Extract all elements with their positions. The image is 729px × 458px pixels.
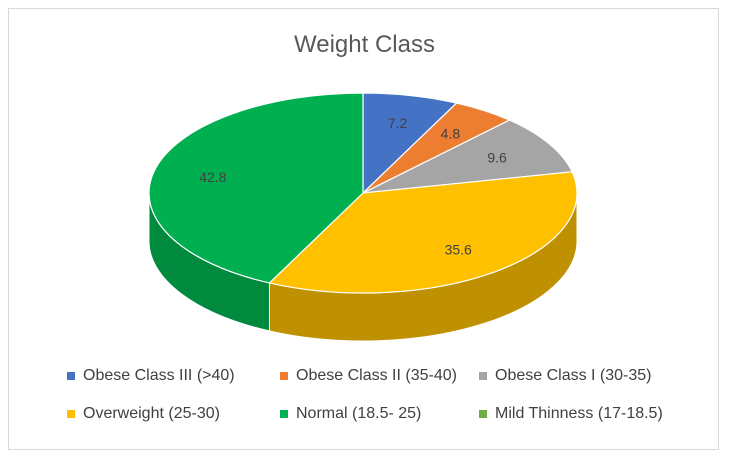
legend-label-0: Obese Class III (>40) [83, 367, 235, 384]
data-label-4: 42.8 [199, 169, 226, 185]
pie-chart: 7.2 4.8 9.6 35.6 42.8 [148, 92, 578, 342]
legend-label-2: Obese Class I (30-35) [495, 367, 652, 384]
legend-swatch-4 [280, 410, 288, 418]
legend-label-1: Obese Class II (35-40) [296, 367, 457, 384]
data-label-2: 9.6 [487, 150, 507, 166]
legend-item-0: Obese Class III (>40) [67, 367, 235, 385]
legend-swatch-5 [479, 410, 487, 418]
pie-data-labels: 7.2 4.8 9.6 35.6 42.8 [199, 115, 507, 258]
legend-label-3: Overweight (25-30) [83, 405, 220, 422]
legend-swatch-0 [67, 372, 75, 380]
chart-title: Weight Class [294, 31, 435, 58]
chart-frame: Weight Class 7.2 4.8 9.6 35.6 42.8 Obese Cla… [8, 8, 719, 450]
legend-swatch-1 [280, 372, 288, 380]
pie-slice-4 [148, 92, 364, 284]
legend-item-4: Normal (18.5- 25) [280, 405, 421, 423]
pie-top [148, 92, 578, 294]
legend-swatch-2 [479, 372, 487, 380]
legend-item-3: Overweight (25-30) [67, 405, 220, 423]
data-label-1: 4.8 [441, 126, 461, 142]
pie-slice-3 [268, 171, 578, 294]
legend-label-5: Mild Thinness (17-18.5) [495, 405, 663, 422]
legend-item-5: Mild Thinness (17-18.5) [479, 405, 663, 423]
legend-item-1: Obese Class II (35-40) [280, 367, 457, 385]
legend-swatch-3 [67, 410, 75, 418]
data-label-3: 35.6 [445, 242, 472, 258]
data-label-0: 7.2 [388, 115, 408, 131]
legend-item-2: Obese Class I (30-35) [479, 367, 652, 385]
legend-label-4: Normal (18.5- 25) [296, 405, 422, 422]
pie-slice-2 [362, 119, 574, 194]
